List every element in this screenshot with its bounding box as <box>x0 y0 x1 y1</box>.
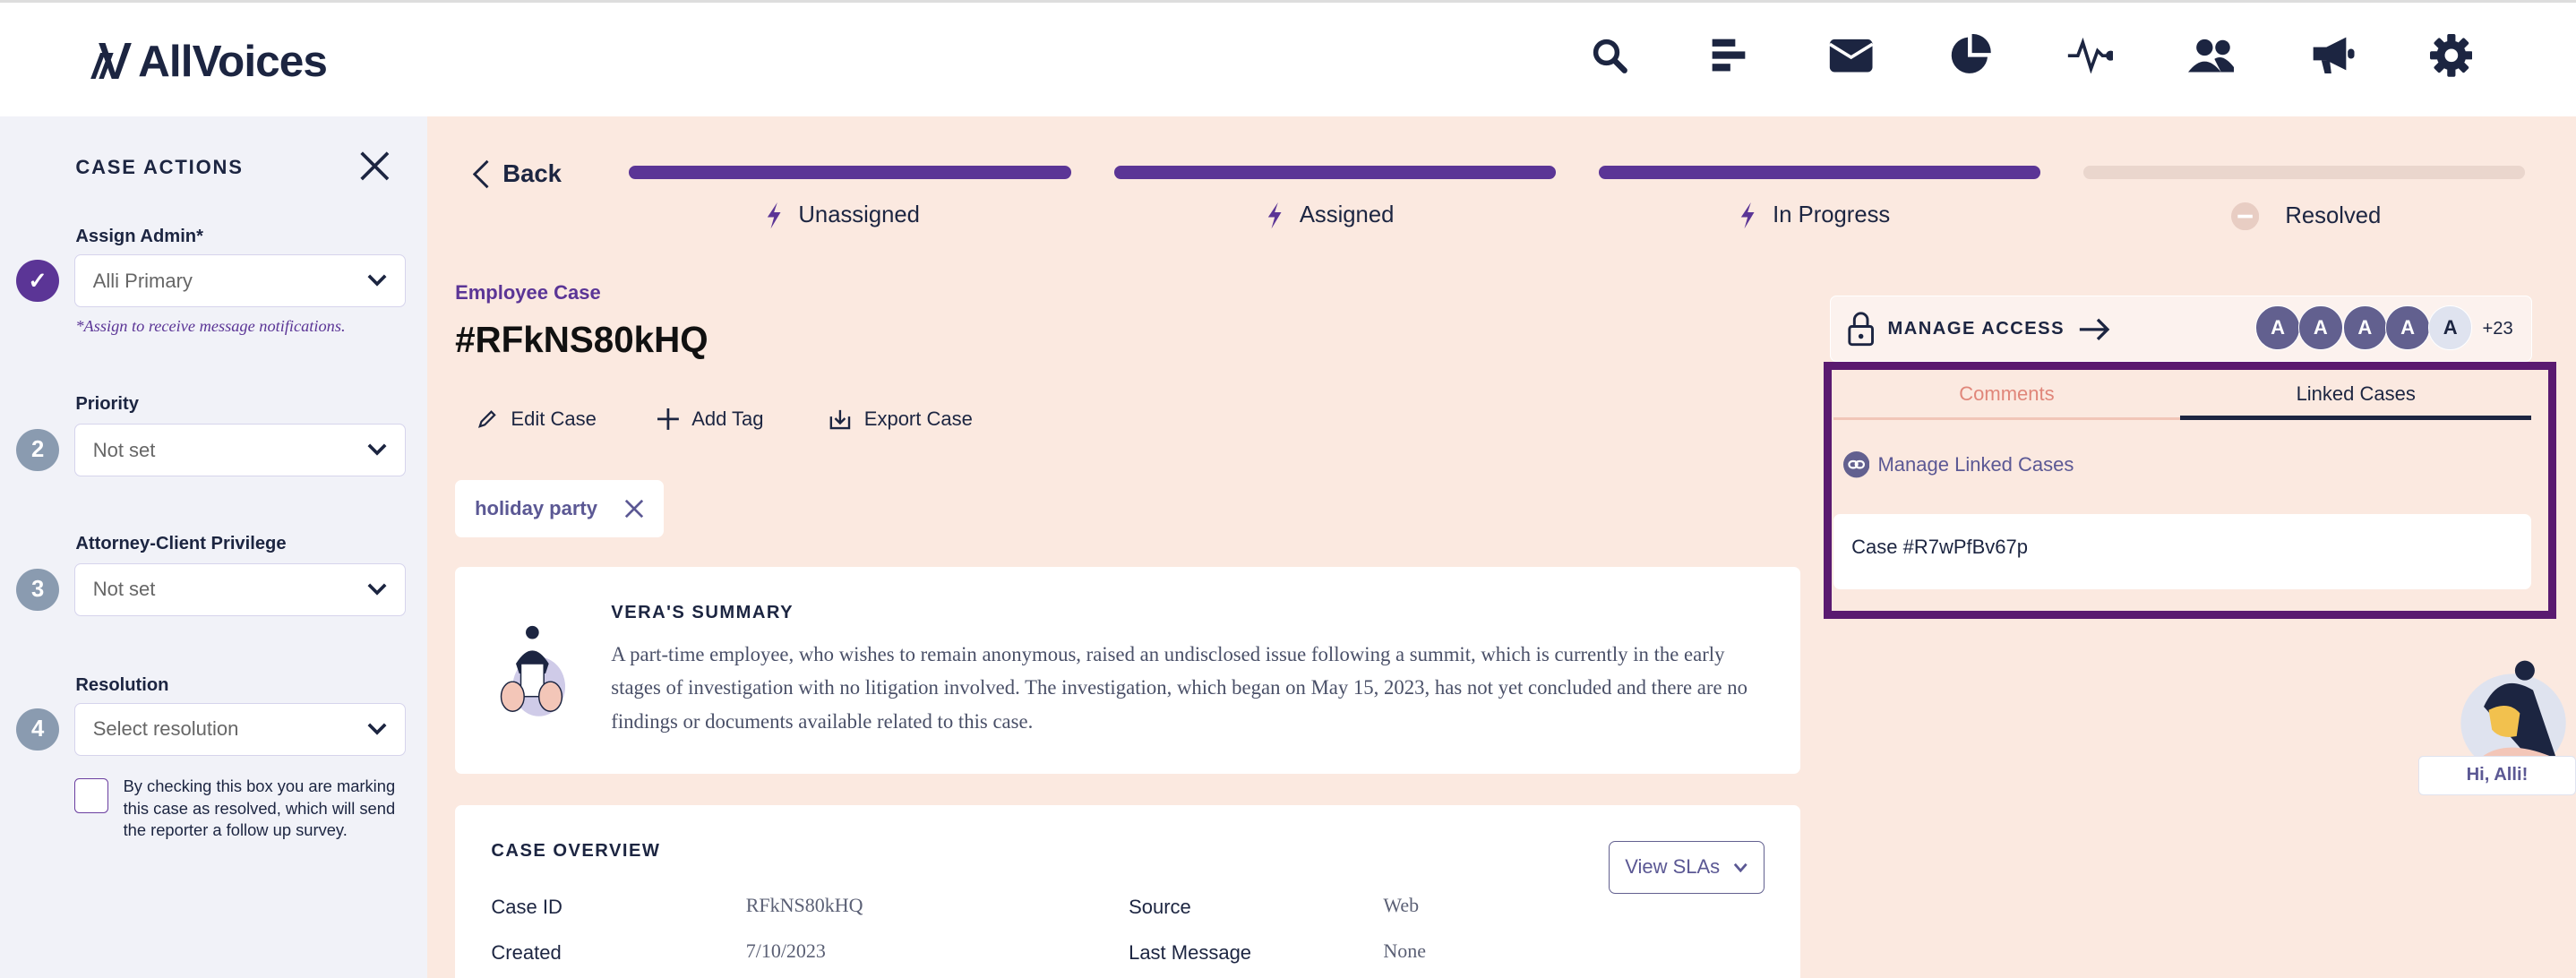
pencil-icon <box>477 410 496 428</box>
minus-circle-icon <box>2230 202 2260 230</box>
assistant-avatar-illustration[interactable] <box>2434 657 2576 763</box>
last-message-label: Last Message <box>1129 940 1252 964</box>
summary-title: VERA'S SUMMARY <box>611 603 794 623</box>
search-icon[interactable] <box>1587 32 1633 78</box>
created-label: Created <box>491 940 562 964</box>
megaphone-icon[interactable] <box>2310 32 2356 78</box>
resolve-checkbox[interactable] <box>73 778 109 813</box>
avatar[interactable]: A <box>2342 305 2388 350</box>
case-overview-card: CASE OVERVIEW View SLAs Case ID RFkNS80k… <box>455 804 1801 978</box>
vera-avatar-illustration <box>500 625 565 716</box>
avatar[interactable]: A <box>2385 305 2430 350</box>
progress-bar-unassigned <box>629 166 1071 179</box>
case-type: Employee Case <box>455 280 601 304</box>
avatar[interactable]: A <box>2298 305 2343 350</box>
step-number: 2 <box>16 428 60 472</box>
source-value: Web <box>1383 893 1420 916</box>
export-case-button[interactable]: Export Case <box>829 408 973 431</box>
summary-text: A part-time employee, who wishes to rema… <box>611 642 1747 733</box>
resolve-checkbox-text: By checking this box you are marking thi… <box>123 776 396 840</box>
source-label: Source <box>1129 895 1191 918</box>
progress-bar-resolved <box>2082 166 2526 179</box>
case-actions-title: CASE ACTIONS <box>75 156 244 179</box>
assistant-greeting[interactable]: Hi, Alli! <box>2417 755 2576 795</box>
edit-case-button[interactable]: Edit Case <box>477 408 597 431</box>
logo-mark-icon <box>90 43 132 80</box>
chevron-down-icon <box>367 723 387 735</box>
users-icon[interactable] <box>2188 32 2235 78</box>
back-button[interactable]: Back <box>473 159 562 189</box>
progress-bar-assigned <box>1113 166 1556 179</box>
step-unassigned: Unassigned <box>766 202 920 228</box>
linked-case-item[interactable]: Case #R7wPfBv67p <box>1833 514 2532 590</box>
link-icon <box>1842 451 1870 478</box>
resolution-label: Resolution <box>75 674 169 695</box>
linked-cases-panel-highlight <box>1823 361 2556 620</box>
tag-chip: holiday party <box>455 479 664 537</box>
more-users-count: +23 <box>2482 318 2513 339</box>
chevron-down-icon <box>367 583 387 596</box>
arrow-right-icon <box>2079 318 2110 340</box>
allvoices-logo[interactable]: AllVoices <box>90 36 328 87</box>
step-number: 3 <box>16 568 60 612</box>
chevron-down-icon <box>367 443 387 456</box>
lock-icon <box>1848 312 1875 347</box>
resolution-select[interactable]: Select resolution <box>73 703 407 756</box>
assign-admin-label: Assign Admin* <box>75 227 203 247</box>
case-id-value: RFkNS80kHQ <box>745 893 863 916</box>
created-value: 7/10/2023 <box>745 939 826 963</box>
case-title: #RFkNS80kHQ <box>455 318 708 360</box>
lightning-icon <box>767 202 781 228</box>
priority-label: Priority <box>75 394 139 415</box>
gear-icon[interactable] <box>2428 32 2474 78</box>
priority-select[interactable]: Not set <box>73 424 407 476</box>
export-icon <box>829 409 851 430</box>
plus-icon <box>657 408 679 430</box>
avatar[interactable]: A <box>2255 305 2300 350</box>
assign-hint: *Assign to receive message notifications… <box>75 317 346 335</box>
chevron-down-icon <box>1733 862 1747 872</box>
step-in-progress: In Progress <box>1739 202 1890 228</box>
view-slas-button[interactable]: View SLAs <box>1608 841 1765 894</box>
case-id-label: Case ID <box>491 895 562 918</box>
step-number: 4 <box>16 708 60 751</box>
manage-linked-cases-link[interactable]: Manage Linked Cases <box>1842 451 2074 478</box>
manage-access-link[interactable]: MANAGE ACCESS <box>1848 312 2110 347</box>
lightning-icon <box>1267 202 1282 228</box>
step-complete-check-icon: ✓ <box>16 259 60 303</box>
step-assigned: Assigned <box>1267 202 1394 228</box>
last-message-value: None <box>1383 939 1427 963</box>
top-nav: AllVoices <box>0 0 2576 117</box>
activity-icon[interactable] <box>2066 32 2113 78</box>
overview-title: CASE OVERVIEW <box>491 841 661 862</box>
remove-tag-close-icon[interactable] <box>624 499 644 519</box>
privilege-label: Attorney-Client Privilege <box>75 534 287 554</box>
add-tag-button[interactable]: Add Tag <box>657 408 764 431</box>
privilege-select[interactable]: Not set <box>73 563 407 616</box>
pie-chart-icon[interactable] <box>1947 32 1993 78</box>
mail-icon[interactable] <box>1828 32 1874 78</box>
vera-summary-card: VERA'S SUMMARY A part-time employee, who… <box>455 566 1801 774</box>
assign-admin-select[interactable]: Alli Primary <box>73 254 407 307</box>
chevron-down-icon <box>367 274 387 287</box>
chevron-left-icon <box>473 159 489 189</box>
linked-case-label: Case #R7wPfBv67p <box>1851 535 2029 558</box>
tab-linked-cases[interactable]: Linked Cases <box>2179 382 2532 421</box>
close-icon[interactable] <box>358 150 391 190</box>
avatar[interactable]: A <box>2427 305 2473 350</box>
bars-icon[interactable] <box>1705 32 1751 78</box>
step-resolved: Resolved <box>2230 202 2381 230</box>
lightning-icon <box>1741 202 1755 228</box>
progress-bar-in-progress <box>1598 166 2041 179</box>
tab-comments[interactable]: Comments <box>1833 382 2180 421</box>
